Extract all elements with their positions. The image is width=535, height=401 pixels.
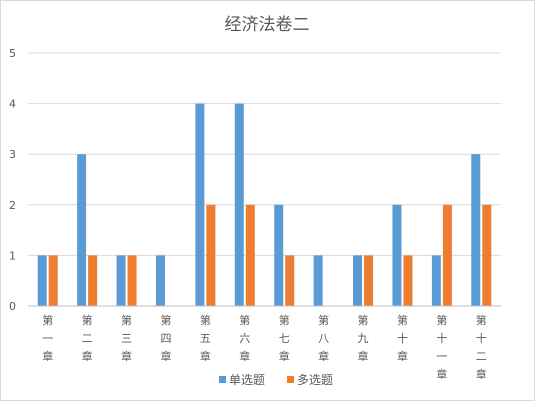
x-tick-label: 第四章 bbox=[160, 313, 171, 363]
legend-label-single-choice: 单选题 bbox=[229, 373, 265, 387]
bar-single-choice-8 bbox=[313, 255, 323, 306]
x-tick-label: 第二章 bbox=[82, 313, 93, 363]
bar-single-choice-5 bbox=[195, 103, 205, 306]
bar-single-choice-4 bbox=[155, 255, 165, 306]
bar-single-choice-11 bbox=[431, 255, 441, 306]
bar-single-choice-9 bbox=[353, 255, 363, 306]
legend-label-multi-choice: 多选题 bbox=[297, 373, 333, 387]
legend-swatch-multi-choice bbox=[287, 376, 294, 383]
x-tick-label: 第三章 bbox=[121, 313, 132, 363]
bar-multi-choice-6 bbox=[245, 204, 255, 306]
x-tick-label: 第十二章 bbox=[476, 313, 487, 381]
y-axis: 0 1 2 3 4 5 bbox=[9, 47, 16, 313]
bar-single-choice-1 bbox=[37, 255, 47, 306]
x-tick-label: 第六章 bbox=[239, 313, 250, 363]
x-tick-label: 第十章 bbox=[397, 313, 408, 363]
bar-multi-choice-2 bbox=[88, 255, 98, 306]
bar-single-choice-7 bbox=[274, 204, 284, 306]
legend-swatch-single-choice bbox=[219, 376, 226, 383]
y-tick-label: 0 bbox=[9, 300, 16, 313]
x-tick-label: 第五章 bbox=[200, 313, 211, 363]
y-tick-label: 3 bbox=[9, 148, 16, 161]
bar-single-choice-6 bbox=[234, 103, 244, 306]
x-tick-label: 第十一章 bbox=[436, 313, 447, 381]
bar-multi-choice-11 bbox=[442, 204, 452, 306]
y-tick-label: 5 bbox=[9, 47, 16, 60]
bar-multi-choice-9 bbox=[364, 255, 374, 306]
bar-multi-choice-7 bbox=[285, 255, 295, 306]
y-tick-label: 1 bbox=[9, 249, 16, 262]
bar-multi-choice-5 bbox=[206, 204, 216, 306]
bar-multi-choice-10 bbox=[403, 255, 413, 306]
bar-multi-choice-1 bbox=[48, 255, 58, 306]
x-tick-label: 第一章 bbox=[42, 313, 53, 363]
x-tick-label: 第九章 bbox=[358, 313, 369, 363]
x-tick-label: 第八章 bbox=[318, 313, 329, 363]
bar-single-choice-3 bbox=[116, 255, 126, 306]
y-tick-label: 2 bbox=[9, 199, 16, 212]
y-tick-label: 4 bbox=[9, 98, 16, 111]
bar-single-choice-10 bbox=[392, 204, 402, 306]
bar-multi-choice-12 bbox=[482, 204, 492, 306]
chart-title: 经济法卷二 bbox=[225, 15, 310, 35]
bar-multi-choice-3 bbox=[127, 255, 137, 306]
bar-single-choice-2 bbox=[77, 154, 87, 306]
gridlines bbox=[28, 52, 501, 307]
legend: 单选题 多选题 bbox=[219, 373, 333, 387]
bar-single-choice-12 bbox=[471, 154, 481, 306]
x-axis: 第一章 第二章 第三章 第四章 第五章 第六章 第七章 第八章 第九章 第十章 第十一章 第十二章 bbox=[28, 305, 501, 381]
x-tick-label: 第七章 bbox=[279, 313, 290, 363]
bars bbox=[37, 103, 492, 306]
